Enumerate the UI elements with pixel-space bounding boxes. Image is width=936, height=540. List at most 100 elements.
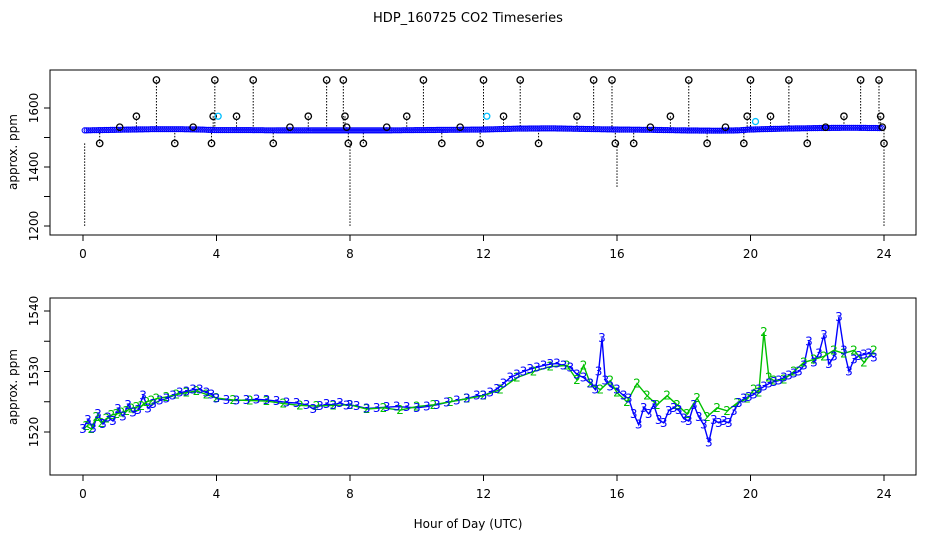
- baseline-point: [203, 126, 210, 133]
- baseline-point: [796, 125, 803, 132]
- series-symbol: 3: [690, 398, 698, 412]
- baseline-point: [842, 124, 849, 131]
- series-symbol: 2: [653, 398, 661, 412]
- outlier-point: [875, 76, 883, 84]
- series-symbol: 3: [675, 403, 683, 417]
- baseline-point: [301, 127, 308, 134]
- series-symbol: 2: [800, 355, 808, 369]
- baseline-point: [568, 125, 575, 132]
- baseline-point: [480, 126, 487, 133]
- series-symbol: 2: [313, 399, 321, 413]
- outlier-point: [479, 76, 488, 84]
- baseline-point: [714, 127, 721, 134]
- baseline-point: [309, 127, 317, 134]
- series-symbol: 3: [680, 412, 688, 426]
- series-symbol: 2: [113, 407, 121, 421]
- y-tick-label: 1600: [27, 93, 41, 124]
- baseline-point: [690, 127, 697, 134]
- baseline-point: [708, 127, 715, 134]
- baseline-point: [337, 127, 345, 134]
- baseline-point: [722, 127, 729, 134]
- baseline-point: [450, 126, 457, 133]
- baseline-point: [343, 127, 351, 134]
- series-symbol: 2: [530, 365, 538, 379]
- baseline-point: [127, 126, 134, 133]
- series-symbol: 2: [183, 386, 191, 400]
- baseline-point: [638, 126, 645, 133]
- baseline-point: [594, 126, 601, 133]
- baseline-point: [325, 127, 333, 134]
- baseline-point: [139, 126, 146, 133]
- series-symbol: 2: [346, 398, 354, 412]
- baseline-point: [416, 127, 423, 134]
- baseline-point: [522, 125, 529, 132]
- series-symbol: 2: [770, 374, 778, 388]
- x-tick-label: 0: [79, 247, 87, 261]
- baseline-point: [404, 127, 411, 134]
- outlier-point: [419, 76, 428, 84]
- baseline-point: [510, 125, 517, 132]
- series-symbol: 3: [463, 392, 471, 406]
- x-tick-label: 0: [79, 487, 87, 501]
- series-symbol: 2: [128, 401, 136, 415]
- x-tick-label: 16: [609, 247, 624, 261]
- baseline-point: [630, 126, 637, 133]
- series-symbol: 2: [760, 325, 768, 339]
- y-axis: 1200 1400 1600: [27, 93, 51, 241]
- baseline-point: [213, 127, 220, 134]
- baseline-point: [562, 125, 569, 132]
- series-symbol: 2: [673, 398, 681, 412]
- baseline-point: [874, 125, 881, 132]
- baseline-point: [263, 127, 270, 134]
- baseline-point: [179, 126, 186, 133]
- highlight-point: [214, 112, 222, 120]
- baseline-point: [502, 125, 509, 133]
- baseline-point: [281, 127, 288, 134]
- baseline-point: [355, 127, 363, 134]
- baseline-point: [694, 127, 701, 134]
- series-symbol: 3: [630, 407, 638, 421]
- outlier-point: [821, 123, 830, 132]
- baseline-point: [446, 126, 453, 133]
- baseline-point: [624, 126, 631, 133]
- series-symbol: 3: [775, 374, 783, 388]
- baseline-point: [766, 125, 773, 133]
- baseline-point: [768, 125, 775, 133]
- baseline-point: [303, 127, 310, 134]
- series-line: [85, 332, 875, 431]
- baseline-point: [612, 126, 619, 133]
- series-symbol: 3: [99, 417, 107, 431]
- baseline-point: [101, 126, 108, 134]
- series-symbol: 3: [750, 388, 758, 402]
- outlier-point: [286, 123, 294, 132]
- baseline-point: [772, 125, 779, 132]
- series-symbol: 3: [94, 407, 102, 421]
- baseline-point: [776, 125, 783, 132]
- y-axis: 1520 1530 1540: [27, 296, 51, 447]
- baseline-point: [269, 127, 276, 134]
- baseline-point: [398, 127, 405, 134]
- baseline-point: [508, 125, 515, 132]
- baseline-point: [738, 127, 745, 134]
- series-symbol: 3: [89, 421, 97, 435]
- baseline-point: [235, 127, 242, 134]
- outlier-point: [646, 123, 655, 132]
- series-symbol: 2: [623, 395, 631, 409]
- baseline-point: [275, 127, 282, 134]
- y-tick-label: 1400: [27, 152, 41, 183]
- baseline-point: [760, 126, 767, 133]
- baseline-point: [402, 127, 409, 134]
- baseline-point: [662, 127, 669, 134]
- series-symbol: 3: [845, 365, 853, 379]
- baseline-point: [636, 126, 643, 133]
- x-axis: 0 4 8 12 16 20 24: [79, 234, 892, 261]
- series-symbol: 3: [109, 414, 117, 428]
- baseline-point: [201, 126, 208, 133]
- baseline-point: [660, 127, 667, 134]
- baseline-point: [806, 125, 813, 132]
- baseline-point: [351, 127, 359, 134]
- baseline-point: [674, 127, 681, 134]
- baseline-point: [702, 127, 709, 134]
- series-symbol: 3: [114, 402, 122, 416]
